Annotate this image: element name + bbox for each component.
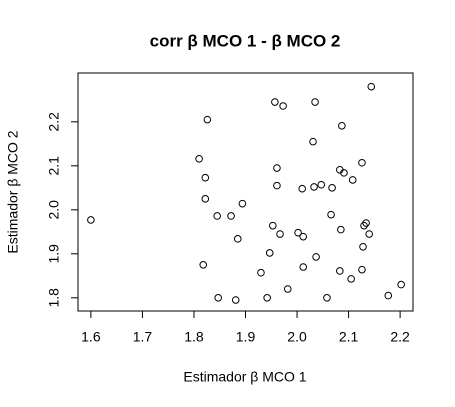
point (279, 102, 287, 110)
x-tick-label: 1.8 (184, 329, 204, 345)
point (213, 212, 221, 220)
point (359, 242, 367, 251)
point (299, 263, 308, 271)
point (317, 180, 326, 189)
point (201, 173, 210, 182)
x-tick-label: 1.7 (133, 329, 153, 345)
y-tick-label: 2.1 (46, 156, 62, 176)
point (337, 225, 345, 234)
x-tick-label: 1.6 (81, 329, 101, 345)
point (328, 184, 336, 192)
point (358, 158, 366, 167)
point (257, 268, 265, 277)
y-tick-label: 2.0 (46, 200, 62, 220)
point (336, 267, 344, 275)
point (348, 176, 357, 184)
point (358, 265, 366, 274)
plot-box (77, 72, 414, 312)
point (327, 210, 335, 219)
y-tick-label: 2.2 (46, 112, 62, 132)
point (265, 249, 274, 257)
x-tick-label: 1.9 (236, 329, 256, 345)
point (347, 275, 355, 283)
point (276, 230, 284, 238)
point (233, 235, 242, 243)
point (294, 228, 302, 237)
point (87, 216, 95, 224)
point (323, 294, 331, 302)
chart-title: corr β MCO 1 - β MCO 2 (150, 31, 341, 50)
point (273, 164, 281, 172)
point (214, 294, 222, 302)
y-tick-label: 1.8 (46, 288, 62, 308)
point (397, 280, 405, 289)
point (195, 154, 203, 163)
point (384, 291, 393, 300)
point (201, 195, 210, 203)
point (311, 98, 319, 106)
x-tick-label: 2.0 (287, 329, 307, 345)
point (365, 230, 373, 238)
point (362, 219, 370, 227)
y-tick-label: 1.9 (46, 244, 62, 264)
point (263, 294, 271, 302)
point (367, 82, 376, 91)
x-tick-label: 2.1 (339, 329, 359, 345)
point (199, 261, 208, 269)
point (338, 121, 346, 130)
point (340, 169, 348, 177)
point (231, 296, 240, 304)
point (269, 221, 277, 230)
point (227, 212, 235, 220)
x-tick-label: 2.2 (390, 329, 410, 345)
y-axis-label: Estimador β MCO 2 (5, 130, 21, 253)
point (273, 181, 281, 190)
point (299, 232, 308, 241)
point (312, 253, 320, 261)
point (298, 184, 306, 193)
point (271, 98, 279, 106)
point (310, 183, 318, 191)
point (309, 137, 317, 146)
point (203, 115, 212, 124)
x-axis-label: Estimador β MCO 1 (183, 369, 306, 385)
point (238, 199, 247, 208)
point (283, 285, 292, 293)
